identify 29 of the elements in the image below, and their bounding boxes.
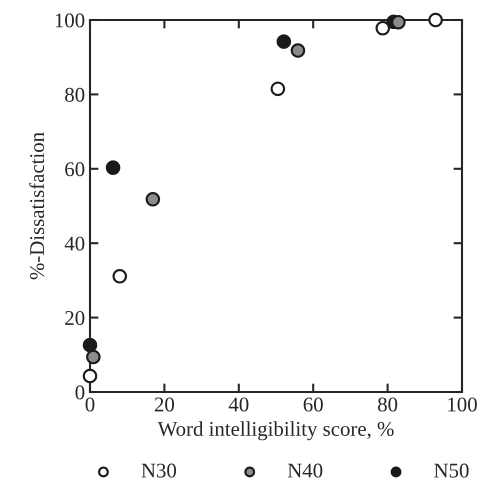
y-tick-label: 40 [64, 236, 84, 251]
y-tick-label: 0 [76, 385, 84, 400]
y-tick-label: 80 [65, 88, 84, 102]
y-tick-label: 20 [65, 310, 84, 326]
x-tick-label: 100 [448, 397, 477, 412]
x-tick-label: 40 [228, 397, 248, 412]
point [82, 338, 98, 352]
x-tick-label: 60 [304, 397, 323, 412]
point [290, 43, 306, 58]
point [112, 269, 128, 284]
y-tick-label: 60 [65, 162, 84, 176]
legend-label: N30 [142, 464, 176, 478]
point [270, 82, 286, 96]
x-tick-label: 0 [86, 397, 94, 412]
point [376, 20, 390, 36]
y-tick-label: 100 [56, 13, 84, 28]
point [428, 12, 443, 28]
point [391, 14, 406, 30]
point [86, 350, 101, 364]
x-axis-title: Word intelligibility score, % [158, 421, 394, 440]
point [82, 368, 98, 384]
legend-label: N50 [434, 464, 469, 478]
point [146, 192, 160, 207]
point [276, 34, 292, 49]
y-axis-title: %-Dissatisfaction [29, 132, 44, 280]
x-tick-label: 20 [154, 397, 174, 412]
legend-label: N40 [288, 464, 322, 478]
x-tick-label: 80 [378, 397, 398, 412]
point [106, 160, 120, 175]
